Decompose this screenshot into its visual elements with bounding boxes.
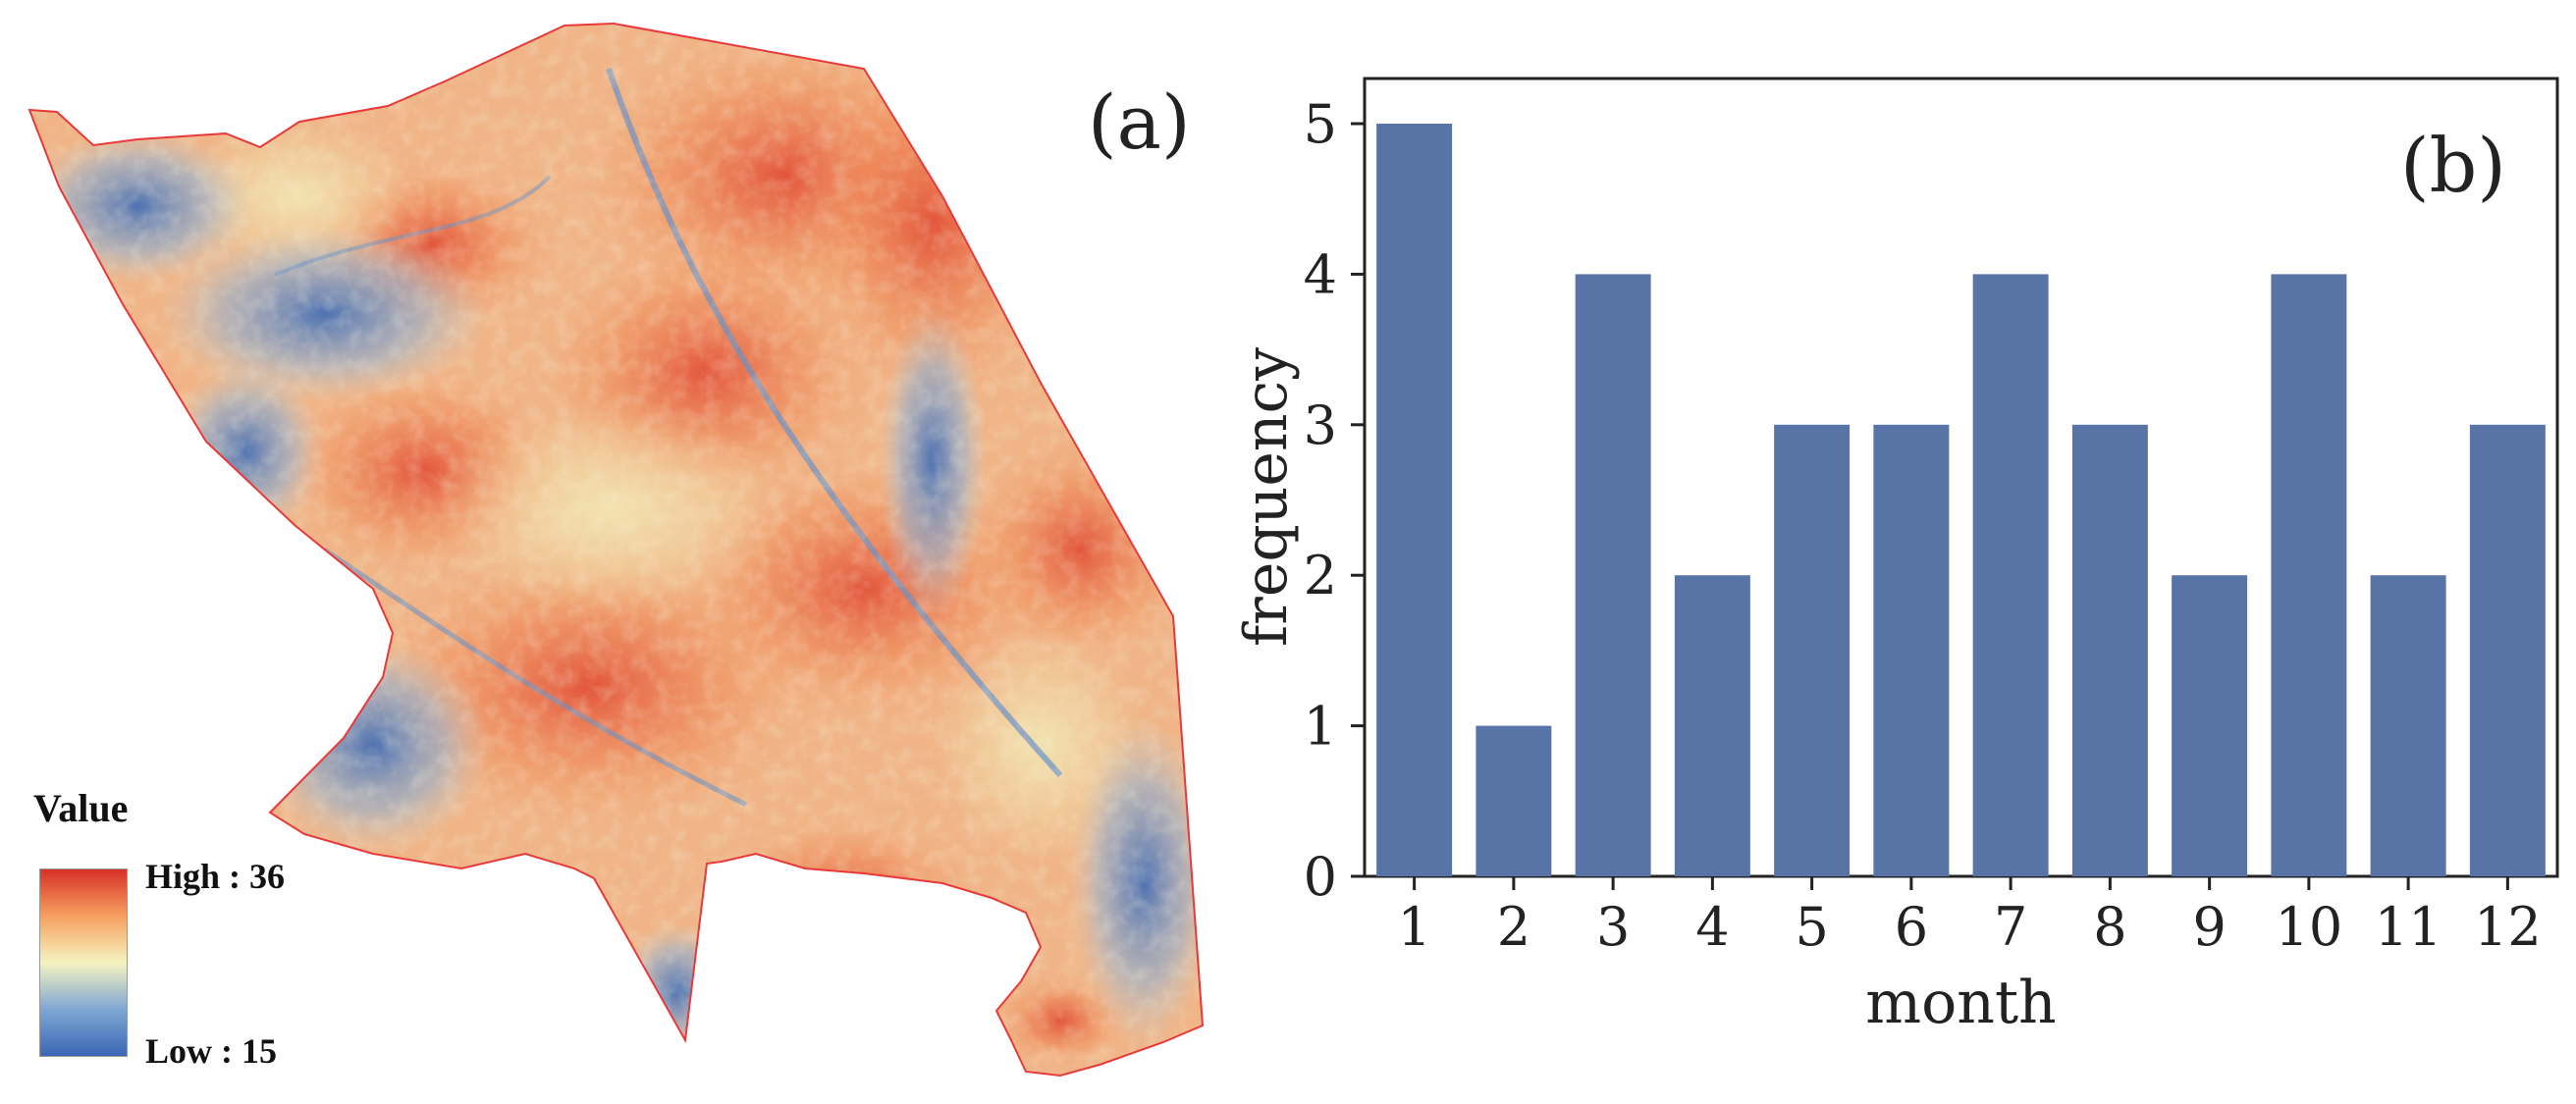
x-tick-label: 3 (1596, 896, 1630, 958)
x-tick-label: 11 (2375, 896, 2442, 958)
bar-month-2 (1476, 725, 1552, 876)
y-tick-label: 0 (1304, 846, 1337, 908)
y-tick-label: 1 (1304, 696, 1337, 758)
y-tick-label: 2 (1304, 545, 1337, 606)
bar-month-9 (2172, 575, 2248, 876)
x-tick-label: 12 (2474, 896, 2542, 958)
y-axis-label: frequency (1232, 347, 1301, 647)
heatmap-map (28, 23, 1204, 1077)
x-tick-label: 2 (1497, 896, 1530, 958)
bar-month-7 (1972, 274, 2049, 876)
bar-month-12 (2469, 424, 2546, 876)
bar-month-1 (1376, 124, 1453, 877)
x-tick-label: 7 (1994, 896, 2027, 958)
legend-low-label: Low : 15 (145, 1031, 277, 1071)
x-tick-label: 5 (1795, 896, 1828, 958)
x-axis-label: month (1865, 969, 2056, 1037)
bar-month-10 (2271, 274, 2347, 876)
y-tick-label: 5 (1304, 93, 1337, 155)
legend-high-label: High : 36 (145, 857, 286, 896)
legend-title: Value (33, 786, 129, 830)
panel-label-b: (b) (2400, 122, 2506, 209)
heatmap-panel: (a) Value High : 36 Low : 15 (0, 0, 1217, 1100)
panel-label-a: (a) (1088, 79, 1191, 166)
x-tick-label: 8 (2093, 896, 2126, 958)
bar-month-6 (1873, 424, 1950, 876)
y-tick-label: 3 (1304, 394, 1337, 456)
plot-frame (1363, 77, 2559, 878)
legend-color-ramp (39, 868, 128, 1057)
bar-month-4 (1674, 575, 1750, 876)
y-tick-label: 4 (1304, 243, 1337, 305)
x-tick-label: 6 (1895, 896, 1928, 958)
x-tick-label: 1 (1397, 896, 1430, 958)
x-tick-label: 4 (1695, 896, 1729, 958)
x-tick-label: 10 (2276, 896, 2343, 958)
bar-month-5 (1774, 424, 1851, 876)
bar-month-3 (1575, 274, 1651, 876)
bar-month-8 (2071, 424, 2148, 876)
x-tick-label: 9 (2192, 896, 2226, 958)
bar-month-11 (2370, 575, 2446, 876)
